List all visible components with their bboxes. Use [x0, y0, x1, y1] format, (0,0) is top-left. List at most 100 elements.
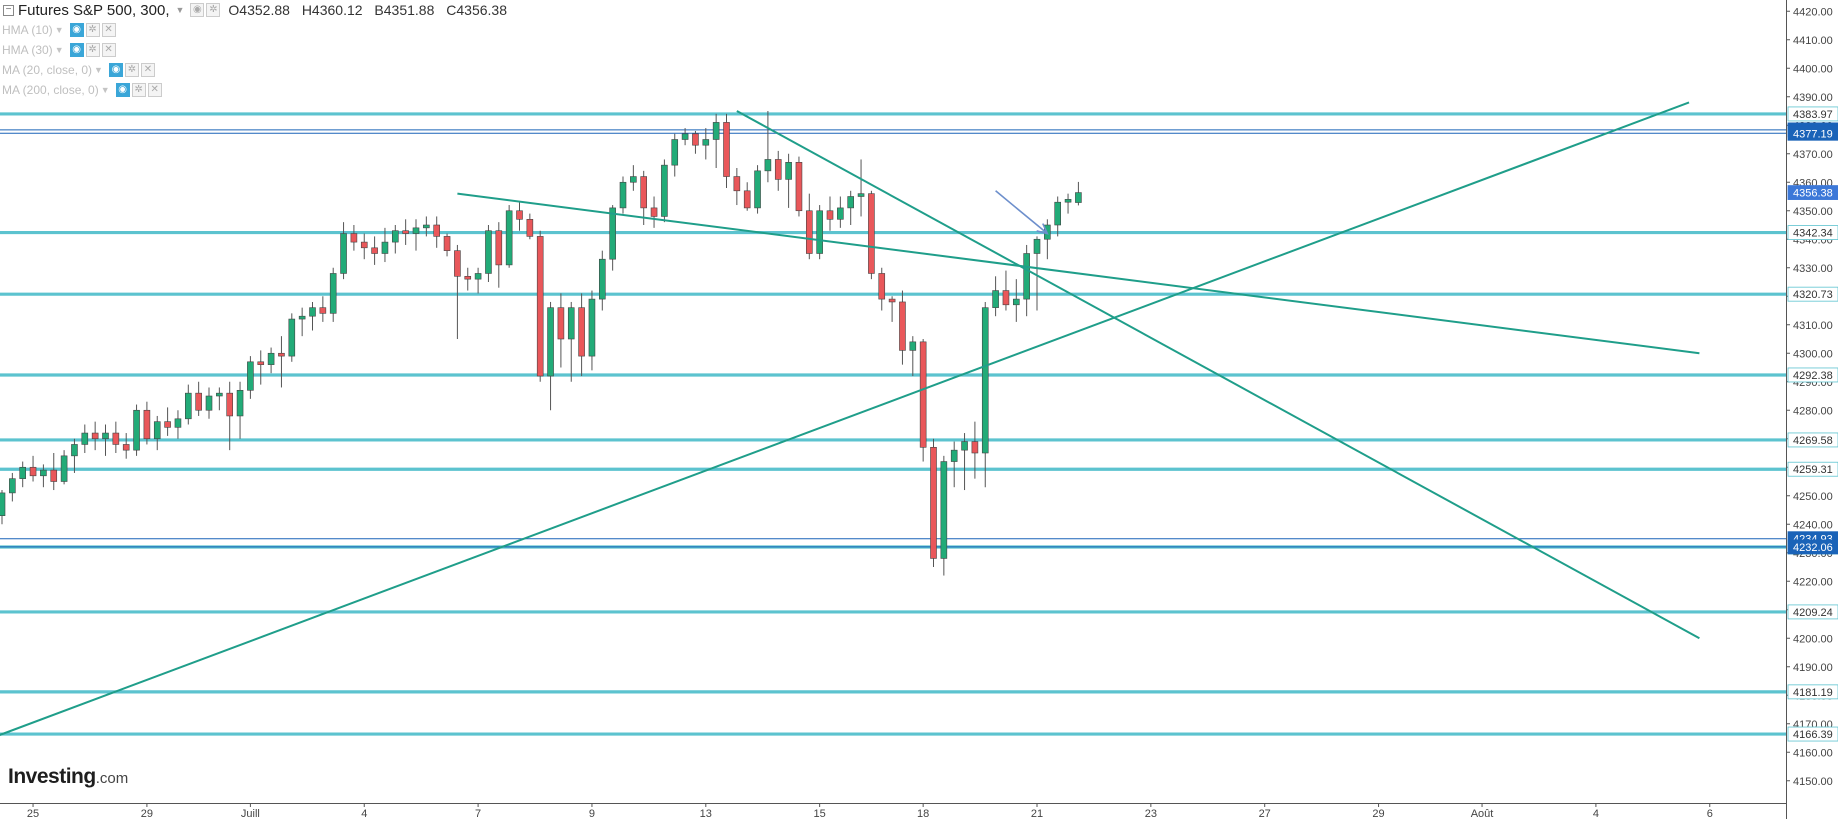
candle-body: [474, 273, 482, 280]
chevron-down-icon[interactable]: ▼: [94, 65, 103, 75]
indicator-ma-200[interactable]: MA (200, close, 0) ▼ ◉ ✲ ✕: [0, 80, 515, 100]
candle-body: [185, 392, 192, 420]
logo-brand: Investing: [8, 765, 96, 788]
candle-body: [40, 469, 47, 477]
candle-body: [0, 492, 6, 516]
candle-body: [29, 466, 37, 477]
eye-icon[interactable]: ◉: [69, 23, 84, 37]
trendline-1[interactable]: [0, 101, 1690, 738]
level-label-4269.58: 4269.58: [1793, 435, 1833, 447]
collapse-legend-icon[interactable]: −: [3, 4, 14, 16]
level-label-4181.19: 4181.19: [1793, 687, 1833, 699]
level-label-4342.34-box: [1787, 225, 1838, 240]
candle-body: [485, 230, 492, 274]
indicator-hma-30[interactable]: HMA (30) ▼ ◉ ✲ ✕: [0, 40, 515, 60]
price-tick-label: 4410.00: [1793, 35, 1833, 47]
candle-body: [143, 409, 151, 440]
candle-body: [878, 273, 886, 300]
chevron-down-icon[interactable]: ▼: [54, 45, 64, 55]
eye-icon[interactable]: ◉: [115, 83, 130, 97]
candle-body: [81, 432, 89, 445]
level-label-4383.97: 4383.97: [1793, 109, 1833, 121]
candle-body: [899, 301, 906, 351]
candle-body: [9, 478, 16, 494]
candle-body: [102, 432, 109, 440]
close-icon[interactable]: ✕: [101, 43, 116, 57]
high-value: H4360.12: [301, 2, 363, 18]
candle-body: [1033, 238, 1041, 254]
candle-body: [909, 341, 917, 351]
candle-body: [857, 193, 865, 197]
date-tick-label: 13: [700, 808, 712, 819]
date-tick-label: 6: [1707, 808, 1713, 819]
date-tick-label: 7: [475, 808, 481, 819]
price-tick-label: 4190.00: [1793, 662, 1833, 674]
gear-icon[interactable]: ✲: [85, 23, 100, 37]
close-icon[interactable]: ✕: [140, 63, 155, 77]
indicator-hma-10[interactable]: HMA (10) ▼ ◉ ✲ ✕: [0, 20, 515, 40]
candle-body: [443, 236, 451, 251]
eye-icon[interactable]: ◉: [190, 3, 205, 17]
chart-legend: − Futures S&P 500, 300, ▼ ◉ ✲ O4352.88 H…: [0, 0, 515, 100]
candle-body: [774, 159, 782, 180]
candle-body: [650, 207, 658, 217]
level-label-4209.24-box: [1787, 604, 1838, 620]
candle-body: [681, 133, 689, 140]
level-label-4232.06-box: [1787, 539, 1838, 555]
indicator-label[interactable]: HMA (30): [2, 43, 53, 57]
close-icon[interactable]: ✕: [101, 23, 116, 37]
logo-suffix: .com: [95, 770, 129, 787]
candle-body: [433, 224, 441, 237]
candle-body: [50, 469, 58, 482]
price-tick-label: 4370.00: [1793, 149, 1833, 161]
price-tick-label: 4310.00: [1793, 320, 1833, 332]
symbol-title[interactable]: Futures S&P 500, 300,: [18, 1, 170, 19]
gear-icon[interactable]: ✲: [85, 43, 100, 57]
candle-body: [723, 122, 730, 177]
gear-icon[interactable]: ✲: [131, 83, 146, 97]
indicator-ma-20[interactable]: MA (20, close, 0) ▼ ◉ ✲ ✕: [0, 60, 515, 80]
trendline-2[interactable]: [736, 110, 1700, 640]
candle-body: [837, 207, 844, 220]
indicator-label[interactable]: HMA (10): [2, 23, 53, 37]
trendline-3[interactable]: [457, 192, 1700, 355]
candle-body: [216, 392, 223, 397]
arrow-annotation[interactable]: [995, 190, 1048, 235]
candle-body: [153, 421, 161, 440]
candle-body: [319, 307, 327, 314]
chevron-down-icon[interactable]: ▼: [54, 25, 64, 35]
candle-body: [816, 210, 823, 254]
price-tick-label: 4240.00: [1793, 519, 1833, 531]
eye-icon[interactable]: ◉: [108, 63, 123, 77]
chevron-down-icon[interactable]: ▼: [100, 85, 110, 95]
date-tick-label: 21: [1031, 808, 1043, 819]
chevron-down-icon[interactable]: ▼: [175, 5, 185, 15]
candle-body: [278, 352, 285, 357]
candle-body: [495, 230, 503, 266]
candle-body: [236, 389, 244, 417]
level-label-4342.34: 4342.34: [1793, 228, 1833, 240]
indicator-label[interactable]: MA (200, close, 0): [2, 83, 99, 97]
price-tick-label: 4400.00: [1793, 63, 1833, 75]
level-label-4232.06: 4232.06: [1793, 542, 1833, 554]
open-value: O4352.88: [228, 2, 290, 18]
level-price-labels: 4383.974378.374377.194342.344320.734292.…: [1787, 106, 1838, 742]
candle-body: [567, 307, 575, 340]
candle-body: [133, 409, 140, 451]
price-tick-label: 4280.00: [1793, 405, 1833, 417]
date-tick-label: 15: [814, 808, 826, 819]
candles: [0, 111, 1082, 576]
candle-body: [267, 352, 275, 365]
eye-icon[interactable]: ◉: [69, 43, 84, 57]
indicator-label[interactable]: MA (20, close, 0): [2, 63, 93, 77]
gear-icon[interactable]: ✲: [206, 3, 221, 17]
close-icon[interactable]: ✕: [147, 83, 162, 97]
gear-icon[interactable]: ✲: [124, 63, 139, 77]
candle-body: [1075, 192, 1082, 203]
date-axis[interactable]: 25 29 Juill 4 7 9 13 15 18 21 23 27 29 Août 4 6: [0, 803, 1786, 819]
candle-body: [743, 190, 751, 209]
candle-body: [71, 444, 78, 457]
level-label-4269.58-box: [1787, 432, 1838, 448]
candle-body: [950, 449, 958, 462]
